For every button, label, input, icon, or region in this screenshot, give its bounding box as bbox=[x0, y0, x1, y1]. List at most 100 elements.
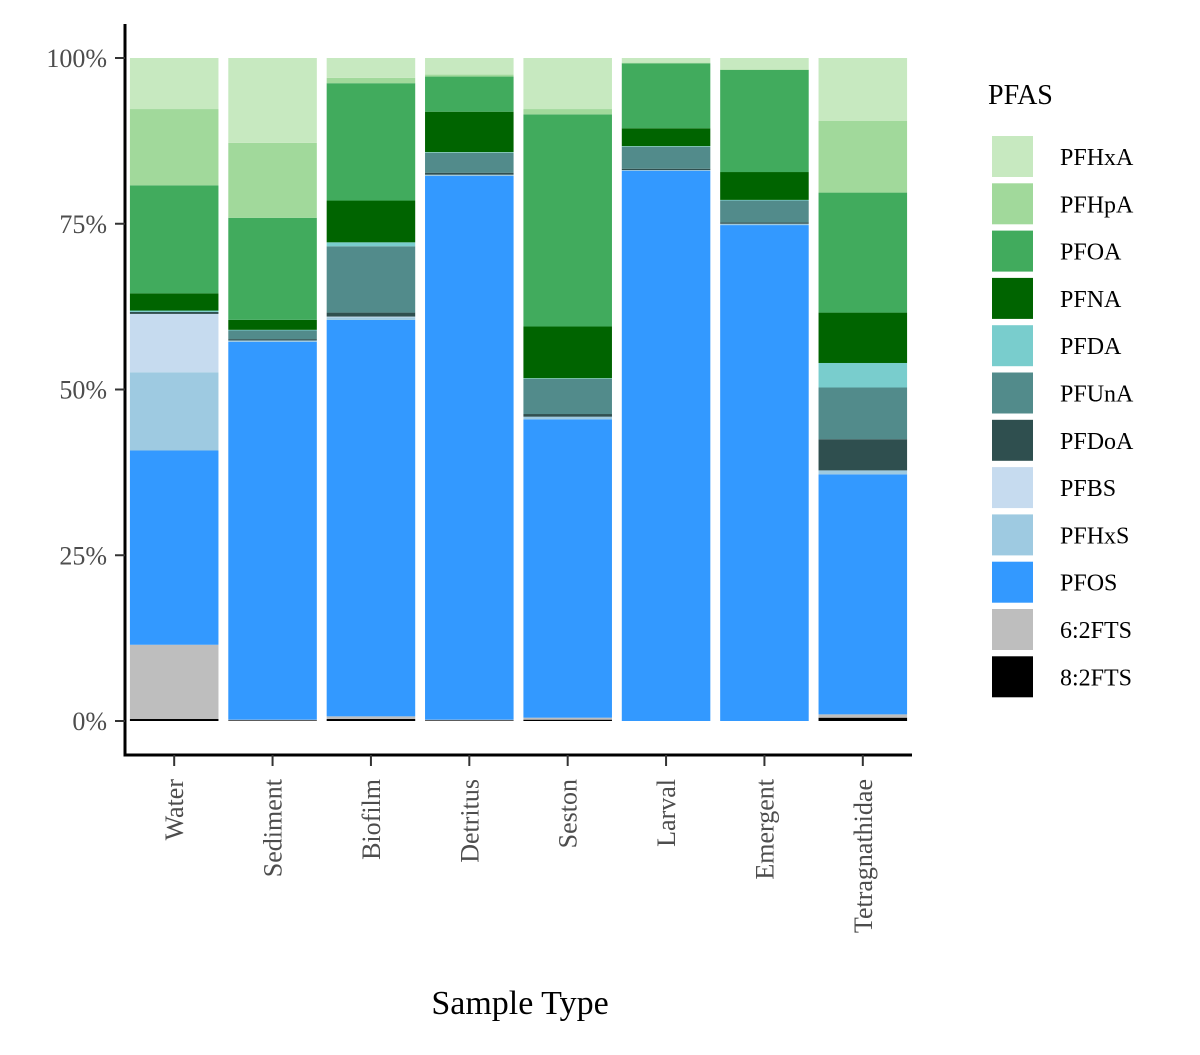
bar-segment-detritus-8-2fts bbox=[425, 720, 514, 721]
legend-swatch-pfhxs bbox=[992, 514, 1033, 556]
bar-segment-biofilm-pfbs bbox=[326, 316, 416, 318]
bar-segment-biofilm-8-2fts bbox=[326, 719, 416, 721]
legend-title: PFAS bbox=[988, 80, 1053, 111]
legend-label-pfhxs: PFHxS bbox=[1060, 523, 1129, 549]
bar-segment-biofilm-pfhxs bbox=[326, 317, 416, 320]
legend-label-pfhxa: PFHxA bbox=[1060, 145, 1134, 171]
y-tick-label: 25% bbox=[59, 541, 107, 570]
bar-segment-water-pfhxa bbox=[129, 58, 219, 110]
bar-segment-water-pfhxs bbox=[129, 372, 219, 451]
legend-swatch-6-2fts bbox=[992, 609, 1033, 650]
bar-segment-water-pfoa bbox=[129, 185, 219, 294]
bar-segment-detritus-pfhxs bbox=[425, 174, 514, 177]
bar-segment-seston-pfoa bbox=[523, 114, 612, 327]
legend-label-pfna: PFNA bbox=[1060, 287, 1122, 313]
legend-swatch-pfna bbox=[992, 277, 1033, 319]
y-tick-label: 50% bbox=[59, 376, 107, 405]
legend-label-pfda: PFDA bbox=[1060, 334, 1122, 360]
bar-segment-detritus-pfos bbox=[425, 176, 514, 720]
bar-segment-sediment-pfhxs bbox=[228, 340, 317, 342]
bar-segment-tetragnathidae-pfdoa bbox=[818, 439, 908, 471]
bar-segment-water-pfna bbox=[129, 293, 219, 311]
bar-segment-sediment-pfhxa bbox=[228, 58, 317, 143]
bar-segment-water-pfos bbox=[129, 450, 219, 645]
legend-swatch-pfda bbox=[992, 325, 1033, 367]
bar-segment-sediment-pfdoa bbox=[228, 339, 317, 341]
bar-segment-larval-pfuna bbox=[621, 146, 711, 169]
bar-segment-sediment-6-2fts bbox=[228, 719, 317, 721]
bar-segment-tetragnathidae-pfhxs bbox=[818, 470, 908, 475]
bar-segment-detritus-6-2fts bbox=[425, 719, 514, 721]
legend-swatch-pfhxa bbox=[992, 136, 1033, 177]
bar-segment-seston-pfhxs bbox=[523, 416, 612, 420]
bar-segment-tetragnathidae-pfda bbox=[818, 362, 908, 388]
bar-segment-larval-pfoa bbox=[621, 63, 711, 129]
legend-swatch-pfbs bbox=[992, 467, 1033, 509]
bar-segment-seston-pfda bbox=[523, 378, 612, 379]
legend-label-6-2fts: 6:2FTS bbox=[1060, 618, 1132, 644]
bar-segment-tetragnathidae-pfna bbox=[818, 312, 908, 363]
bar-segment-seston-pfos bbox=[523, 419, 612, 718]
bar-segment-biofilm-pfhxa bbox=[326, 58, 416, 78]
bar-segment-biofilm-pfhpa bbox=[326, 77, 416, 84]
bar-segment-seston-pfna bbox=[523, 326, 612, 379]
bar-segment-sediment-pfda bbox=[228, 329, 317, 331]
bar-segment-biofilm-pfda bbox=[326, 242, 416, 247]
legend-label-pfhpa: PFHpA bbox=[1060, 192, 1134, 218]
bar-segment-detritus-pfda bbox=[425, 152, 514, 153]
x-tick-label-water: Water bbox=[160, 779, 189, 841]
bar-segment-tetragnathidae-6-2fts bbox=[818, 714, 908, 718]
x-tick-label-biofilm: Biofilm bbox=[357, 779, 386, 860]
bar-segment-sediment-8-2fts bbox=[228, 720, 317, 721]
bar-segment-biofilm-pfna bbox=[326, 200, 416, 243]
x-tick-label-tetragnathidae: Tetragnathidae bbox=[849, 779, 878, 933]
legend-label-pfoa: PFOA bbox=[1060, 240, 1122, 266]
bar-segment-emergent-pfda bbox=[720, 199, 809, 201]
bar-segment-emergent-pfhxa bbox=[720, 58, 809, 70]
x-tick-label-sediment: Sediment bbox=[259, 778, 288, 877]
bar-segment-water-pfda bbox=[129, 310, 219, 312]
bar-segment-detritus-pfuna bbox=[425, 152, 514, 173]
bar-segment-sediment-pfoa bbox=[228, 217, 317, 320]
legend-swatch-pfdoa bbox=[992, 419, 1033, 461]
bar-segment-water-pfbs bbox=[129, 313, 219, 373]
bar-segment-larval-pfhxa bbox=[621, 58, 711, 63]
bar-segment-sediment-pfna bbox=[228, 319, 317, 330]
bar-segment-sediment-pfuna bbox=[228, 330, 317, 340]
x-axis-title: Sample Type bbox=[431, 985, 608, 1022]
bar-segment-detritus-pfoa bbox=[425, 76, 514, 112]
y-tick-label: 0% bbox=[72, 707, 107, 736]
bar-segment-tetragnathidae-pfoa bbox=[818, 192, 908, 313]
bar-segment-detritus-pfhxa bbox=[425, 58, 514, 75]
bar-segment-larval-pfdoa bbox=[621, 168, 711, 171]
legend-swatch-8-2fts bbox=[992, 656, 1033, 698]
bar-segment-seston-pfdoa bbox=[523, 414, 612, 417]
bar-segment-water-pfhpa bbox=[129, 109, 219, 186]
bar-segment-seston-8-2fts bbox=[523, 719, 612, 721]
bar-segment-emergent-pfna bbox=[720, 172, 809, 200]
bar-segment-larval-pfhxs bbox=[621, 170, 711, 171]
bar-segment-seston-pfhxa bbox=[523, 58, 612, 110]
bar-segment-water-pfdoa bbox=[129, 311, 219, 314]
bar-segment-detritus-pfdoa bbox=[425, 172, 514, 175]
bar-segment-sediment-pfhpa bbox=[228, 142, 317, 218]
bar-segment-biofilm-pfdoa bbox=[326, 312, 416, 317]
bar-segment-larval-pfos bbox=[621, 170, 711, 721]
legend-swatch-pfoa bbox=[992, 230, 1033, 272]
bar-segment-emergent-pfdoa bbox=[720, 222, 809, 224]
bar-segment-water-8-2fts bbox=[129, 719, 219, 721]
bar-segment-emergent-pfos bbox=[720, 225, 809, 721]
bar-segment-emergent-pfhxs bbox=[720, 223, 809, 226]
bar-segment-emergent-pfuna bbox=[720, 200, 809, 223]
bar-segment-larval-pfda bbox=[621, 146, 711, 147]
legend-swatch-pfos bbox=[992, 561, 1033, 603]
bar-segment-biofilm-pfuna bbox=[326, 246, 416, 313]
bar-segment-tetragnathidae-pfuna bbox=[818, 387, 908, 440]
bar-segment-emergent-pfoa bbox=[720, 69, 809, 173]
bar-segment-larval-pfhpa bbox=[621, 62, 711, 64]
legend-swatch-pfuna bbox=[992, 372, 1033, 414]
legend-label-pfdoa: PFDoA bbox=[1060, 429, 1134, 455]
bar-segment-detritus-pfhpa bbox=[425, 74, 514, 77]
